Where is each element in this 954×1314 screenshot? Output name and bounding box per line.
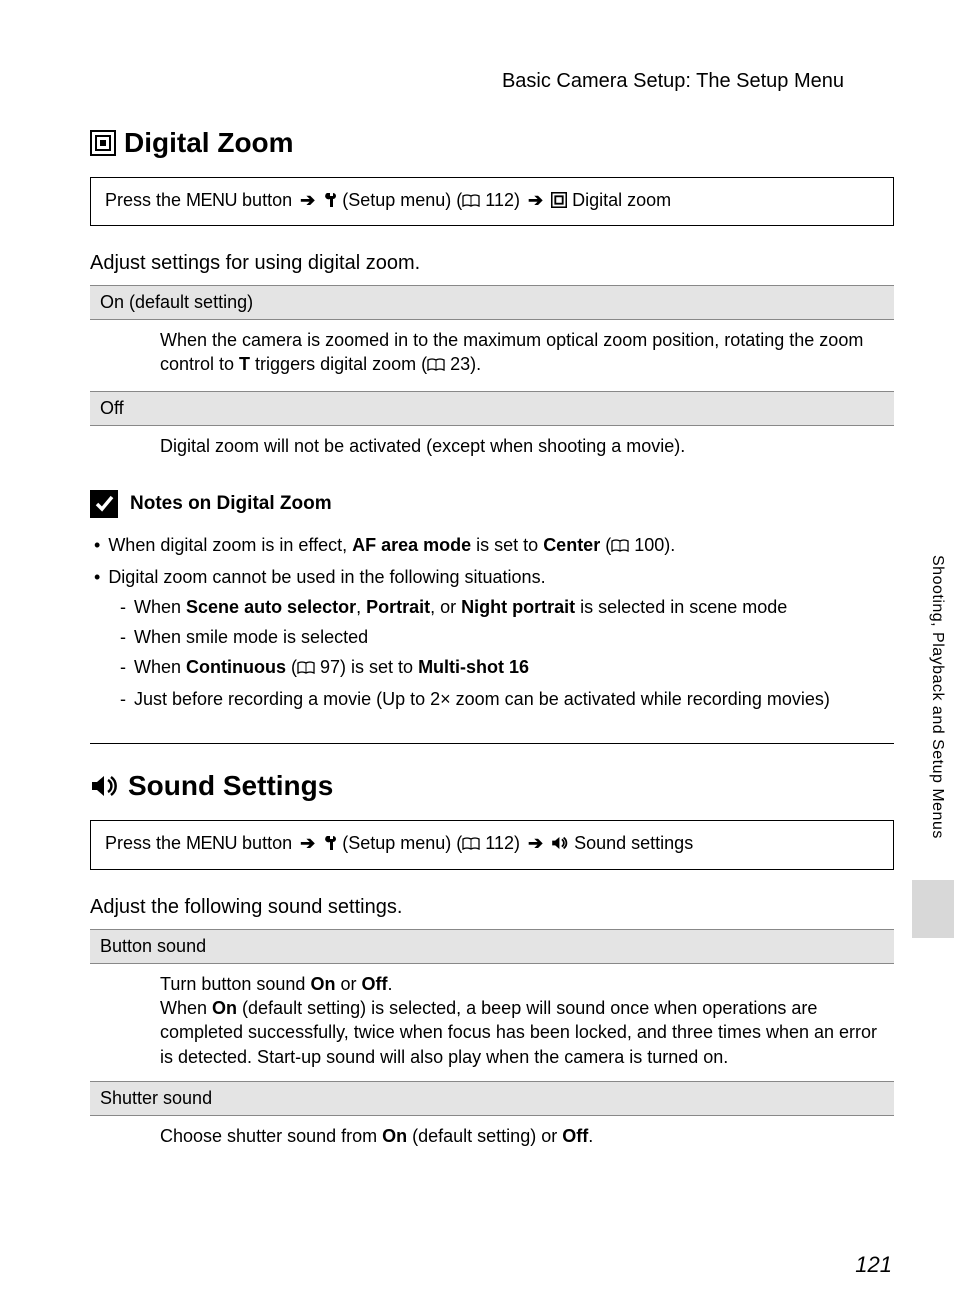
chapter-header: Basic Camera Setup: The Setup Menu — [90, 70, 894, 93]
options-table-digital-zoom: On (default setting) When the camera is … — [90, 285, 894, 470]
intro-text: Adjust settings for using digital zoom. — [90, 252, 894, 275]
book-ref-icon — [297, 656, 315, 684]
section-divider — [90, 743, 894, 744]
bullet: • — [94, 564, 100, 592]
section-title-text: Digital Zoom — [124, 127, 294, 159]
book-ref-icon — [427, 354, 445, 378]
list-item: •When digital zoom is in effect, AF area… — [94, 532, 894, 562]
nav-path-digital-zoom: Press the MENU button ➔ (Setup menu) ( 1… — [90, 177, 894, 226]
manual-page: Basic Camera Setup: The Setup Menu Digit… — [0, 0, 954, 1314]
sub-list-item: -When smile mode is selected — [94, 624, 894, 652]
check-badge-icon — [90, 490, 118, 518]
intro-text: Adjust the following sound settings. — [90, 896, 894, 919]
option-body: Turn button sound On or Off. When On (de… — [90, 963, 894, 1081]
book-ref-icon — [462, 190, 480, 215]
side-section-label: Shooting, Playback and Setup Menus — [928, 555, 946, 839]
option-header: Shutter sound — [90, 1081, 894, 1115]
nav-text: 112) — [480, 833, 520, 853]
sub-list-item: -When Continuous ( 97) is set to Multi-s… — [94, 654, 894, 684]
arrow-icon: ➔ — [528, 833, 543, 853]
nav-text: Press the — [105, 190, 186, 210]
notes-heading: Notes on Digital Zoom — [90, 490, 894, 518]
sound-icon — [90, 773, 120, 799]
dash: - — [120, 594, 126, 622]
nav-text: (Setup menu) ( — [337, 190, 462, 210]
option-header: On (default setting) — [90, 286, 894, 320]
arrow-icon: ➔ — [528, 190, 543, 210]
dash: - — [120, 654, 126, 684]
nav-text: Digital zoom — [567, 190, 671, 210]
page-number: 121 — [855, 1252, 892, 1278]
side-tab — [912, 880, 954, 938]
nav-text: (Setup menu) ( — [337, 833, 462, 853]
sound-small-icon — [551, 833, 569, 853]
option-body: When the camera is zoomed in to the maxi… — [90, 320, 894, 392]
dash: - — [120, 624, 126, 652]
section-title-digital-zoom: Digital Zoom — [90, 127, 894, 159]
notes-list: •When digital zoom is in effect, AF area… — [90, 532, 894, 713]
list-item: •Digital zoom cannot be used in the foll… — [94, 564, 894, 592]
sub-list-item: -Just before recording a movie (Up to 2×… — [94, 686, 894, 714]
option-body: Digital zoom will not be activated (exce… — [90, 425, 894, 470]
option-header: Button sound — [90, 929, 894, 963]
digital-zoom-small-icon — [551, 190, 567, 210]
book-ref-icon — [462, 833, 480, 858]
section-title-sound-settings: Sound Settings — [90, 770, 894, 802]
options-table-sound: Button sound Turn button sound On or Off… — [90, 929, 894, 1160]
book-ref-icon — [611, 534, 629, 562]
section-title-text: Sound Settings — [128, 770, 333, 802]
arrow-icon: ➔ — [300, 190, 315, 210]
menu-button-label: MENU — [186, 190, 237, 210]
nav-text: 112) — [480, 190, 520, 210]
digital-zoom-icon — [90, 130, 116, 156]
nav-text: Sound settings — [569, 833, 693, 853]
nav-text: Press the — [105, 833, 186, 853]
option-header: Off — [90, 391, 894, 425]
menu-button-label: MENU — [186, 833, 237, 853]
notes-title-text: Notes on Digital Zoom — [130, 493, 332, 515]
nav-text: button — [237, 833, 292, 853]
wrench-icon — [323, 190, 337, 210]
bullet: • — [94, 532, 100, 562]
wrench-icon — [323, 833, 337, 853]
nav-text: button — [237, 190, 292, 210]
sub-list-item: -When Scene auto selector, Portrait, or … — [94, 594, 894, 622]
option-body: Choose shutter sound from On (default se… — [90, 1115, 894, 1160]
dash: - — [120, 686, 126, 714]
nav-path-sound-settings: Press the MENU button ➔ (Setup menu) ( 1… — [90, 820, 894, 869]
arrow-icon: ➔ — [300, 833, 315, 853]
